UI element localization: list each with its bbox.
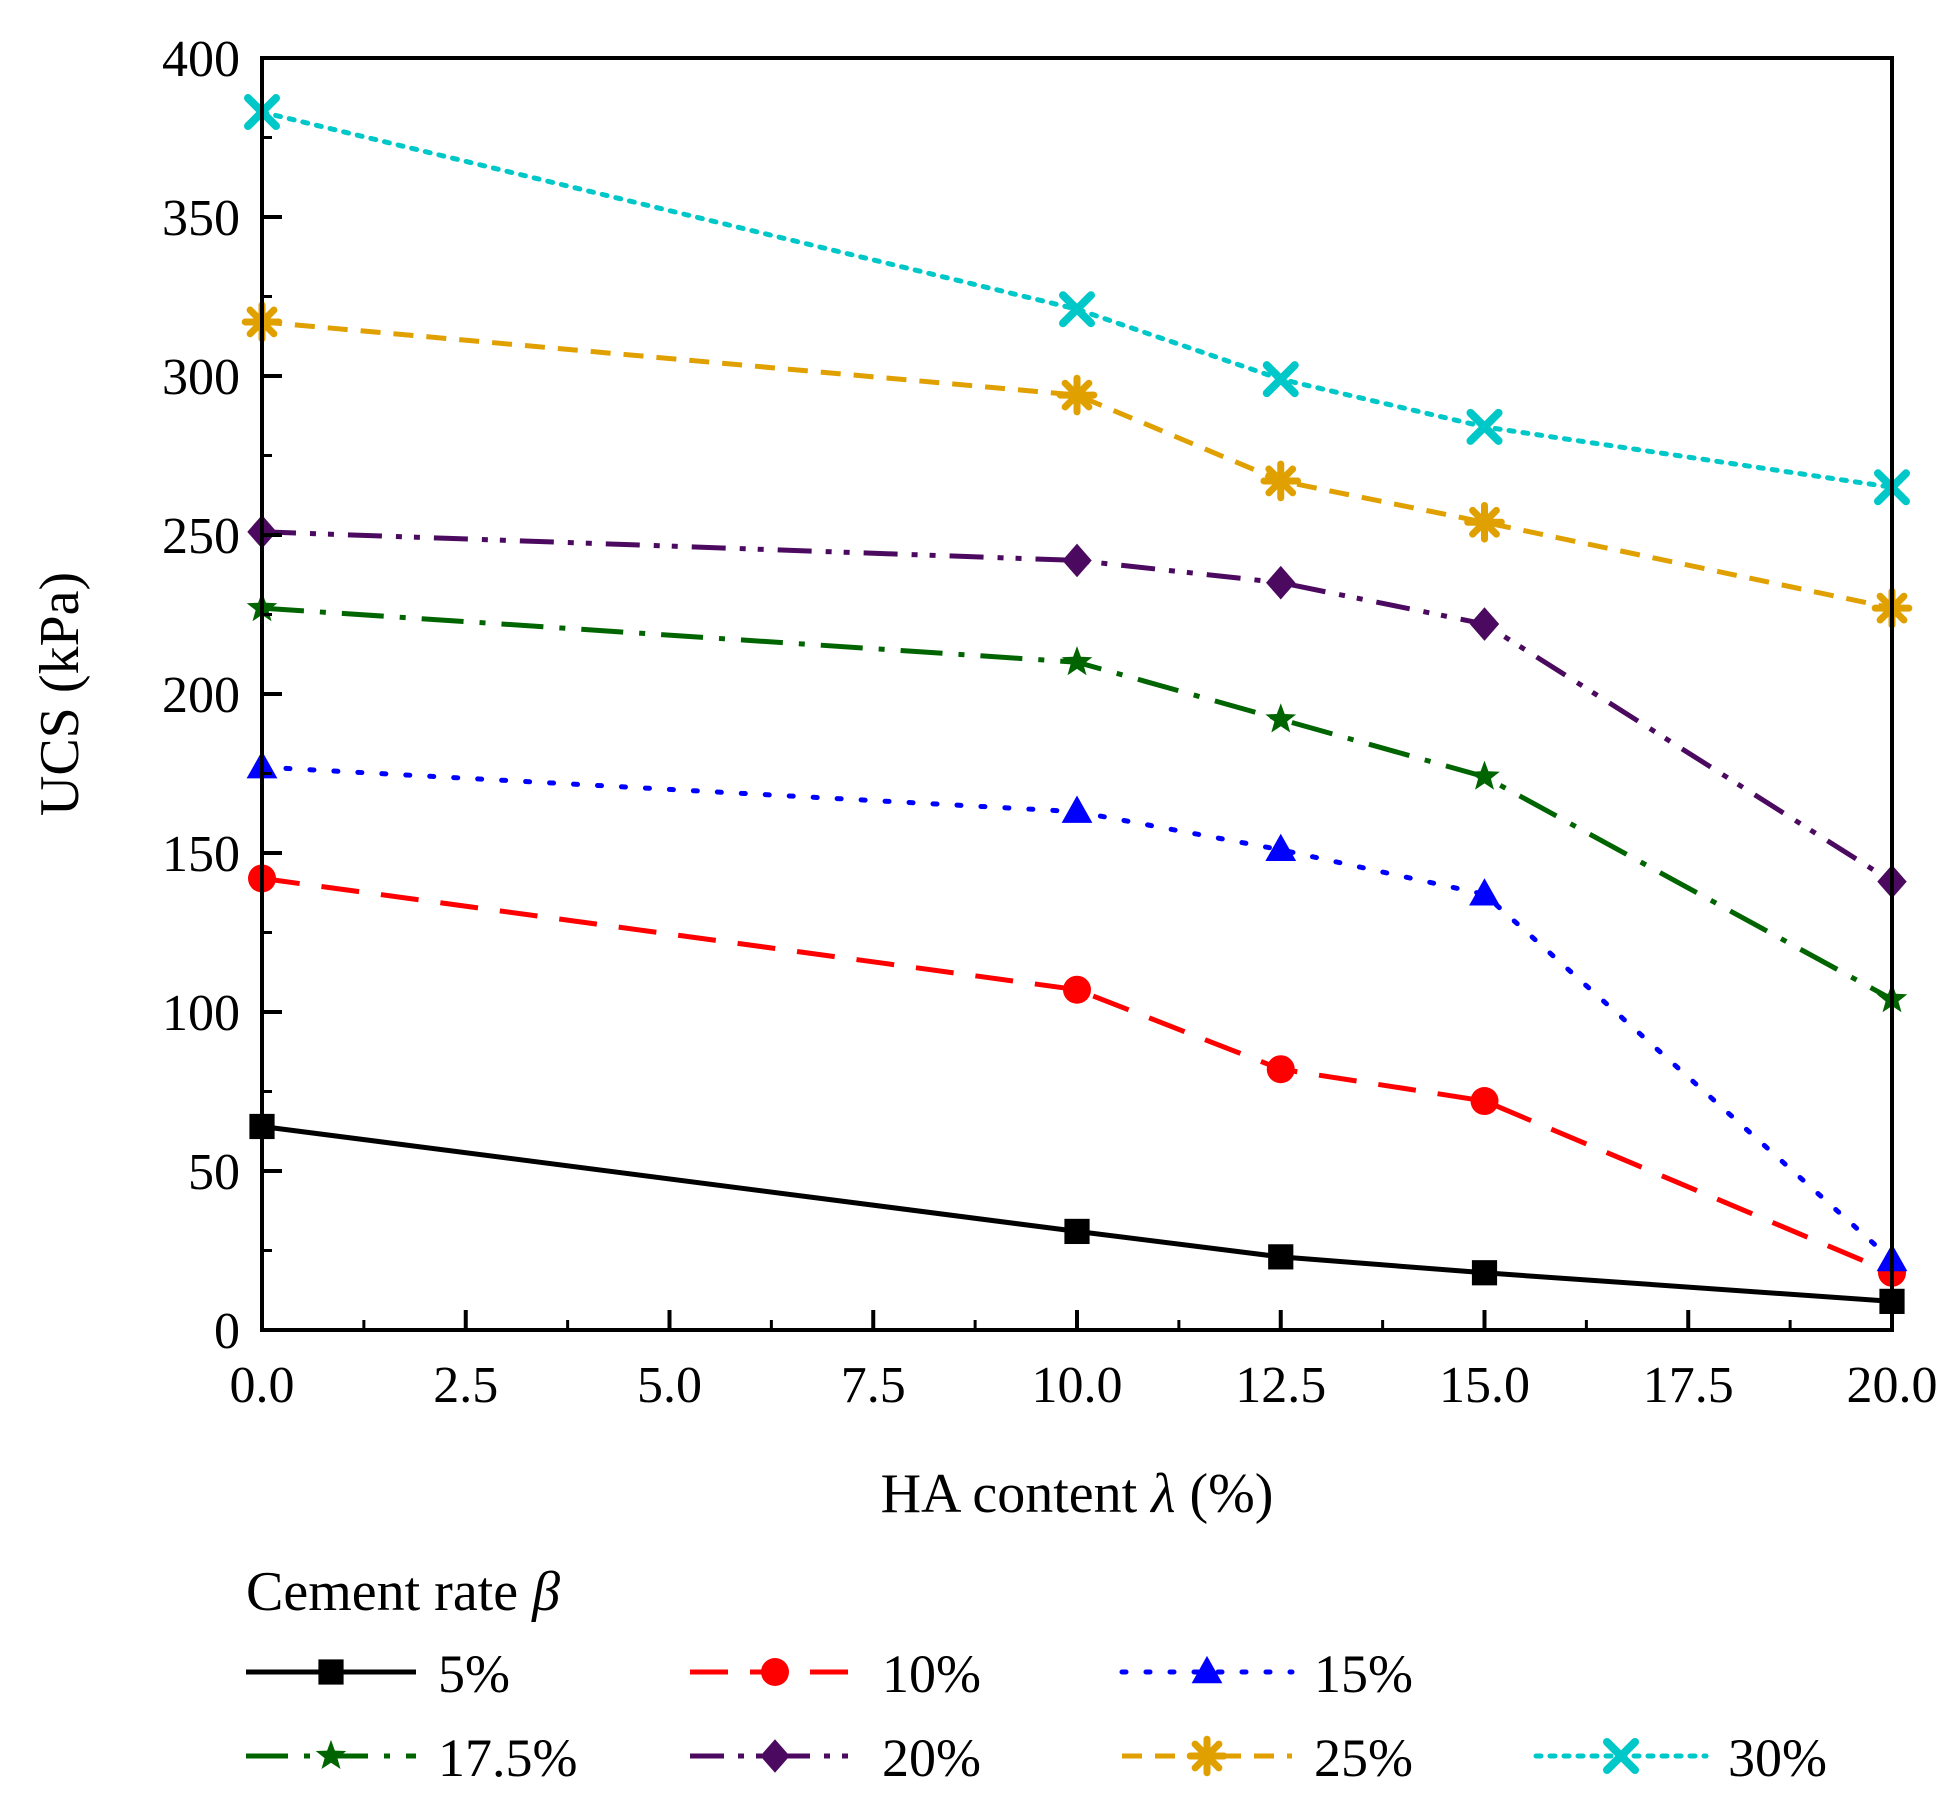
data-point — [1062, 543, 1092, 578]
y-tick-label: 400 — [162, 31, 240, 88]
y-tick-label: 100 — [162, 985, 240, 1042]
legend-title: Cement rate β — [246, 1561, 560, 1623]
legend-swatch-marker — [318, 1659, 344, 1685]
x-axis-label-symbol: λ — [1149, 1463, 1175, 1525]
legend-label: 17.5% — [438, 1728, 577, 1788]
series-line — [261, 529, 1894, 884]
x-tick-label: 7.5 — [841, 1357, 906, 1414]
y-tick-label: 150 — [162, 826, 240, 883]
legend-item: 30% — [1533, 1728, 1827, 1788]
legend-item: 17.5% — [246, 1728, 577, 1788]
legend-swatch-marker — [1191, 1655, 1223, 1684]
data-point — [1265, 833, 1297, 862]
data-point — [1056, 374, 1098, 416]
y-tick-label: 300 — [162, 349, 240, 406]
legend: Cement rate β 5% 10% 15% 17.5% 20% 25% 30% — [246, 1561, 1827, 1788]
data-point — [1266, 1055, 1295, 1084]
data-point — [1464, 501, 1505, 543]
legend-label: 30% — [1728, 1728, 1827, 1788]
legend-label: 5% — [438, 1644, 510, 1704]
legend-swatch-marker — [761, 1658, 789, 1686]
y-tick-label: 250 — [162, 508, 240, 565]
x-tick-label: 12.5 — [1235, 1357, 1326, 1414]
series-line — [259, 109, 1895, 490]
y-tick-label: 50 — [188, 1144, 240, 1201]
legend-label: 15% — [1314, 1644, 1413, 1704]
legend-swatch-marker — [1603, 1738, 1639, 1774]
series-15pct — [246, 751, 1908, 1272]
y-tick-label: 200 — [162, 667, 240, 724]
legend-item: 5% — [246, 1644, 510, 1704]
series-line — [261, 1124, 1893, 1304]
legend-swatch-marker — [1186, 1735, 1228, 1777]
data-point — [1471, 1260, 1498, 1286]
x-axis-label-text: HA content — [881, 1463, 1152, 1525]
x-axis-label: HA content λ (%) — [881, 1463, 1274, 1525]
data-point — [1268, 1244, 1294, 1270]
legend-swatch-marker — [315, 1739, 347, 1769]
data-point — [1265, 703, 1297, 733]
series-line — [261, 605, 1894, 1002]
x-tick-label: 2.5 — [433, 1357, 498, 1414]
data-point — [1466, 408, 1503, 445]
axes: 0.0 2.5 5.0 7.5 10.0 12.5 15.0 17.5 20.0 0 50 100 15… — [29, 31, 1938, 1525]
legend-item: 15% — [1119, 1644, 1413, 1704]
series-5pct — [249, 1113, 1905, 1314]
legend-item: 20% — [690, 1728, 981, 1788]
series-20pct — [247, 515, 1907, 899]
x-tick-label: 20.0 — [1847, 1357, 1938, 1414]
y-tick-label: 0 — [214, 1303, 240, 1360]
legend-swatch-marker — [760, 1739, 790, 1773]
data-point — [1064, 1218, 1090, 1245]
x-tick-label: 15.0 — [1439, 1357, 1530, 1414]
series-30pct — [244, 94, 1910, 506]
plot-frame — [260, 56, 1894, 1332]
series-line — [261, 875, 1893, 1276]
data-point — [1266, 565, 1296, 600]
data-point — [1063, 975, 1091, 1004]
x-tick-label: 5.0 — [637, 1357, 702, 1414]
data-point — [1059, 291, 1095, 328]
data-point — [1061, 795, 1093, 823]
legend-label: 25% — [1314, 1728, 1413, 1788]
legend-label: 20% — [882, 1728, 981, 1788]
plot-area — [241, 94, 1913, 1314]
data-point — [1061, 646, 1093, 676]
x-tick-label: 0.0 — [230, 1357, 295, 1414]
legend-item: 25% — [1122, 1728, 1413, 1788]
x-tick-label: 10.0 — [1032, 1357, 1123, 1414]
data-point — [1260, 460, 1302, 502]
data-point — [1470, 1087, 1499, 1116]
y-tick-label: 350 — [162, 190, 240, 247]
data-point — [1469, 760, 1500, 790]
x-axis-label-unit: (%) — [1175, 1463, 1273, 1525]
data-point — [1469, 607, 1500, 641]
y-axis-label: UCS (kPa) — [29, 572, 91, 816]
x-tick-label: 17.5 — [1643, 1357, 1734, 1414]
series-line — [259, 764, 1895, 1263]
data-point — [1469, 878, 1500, 906]
legend-item: 10% — [690, 1644, 981, 1704]
legend-label: 10% — [882, 1644, 981, 1704]
data-point — [1262, 361, 1299, 398]
